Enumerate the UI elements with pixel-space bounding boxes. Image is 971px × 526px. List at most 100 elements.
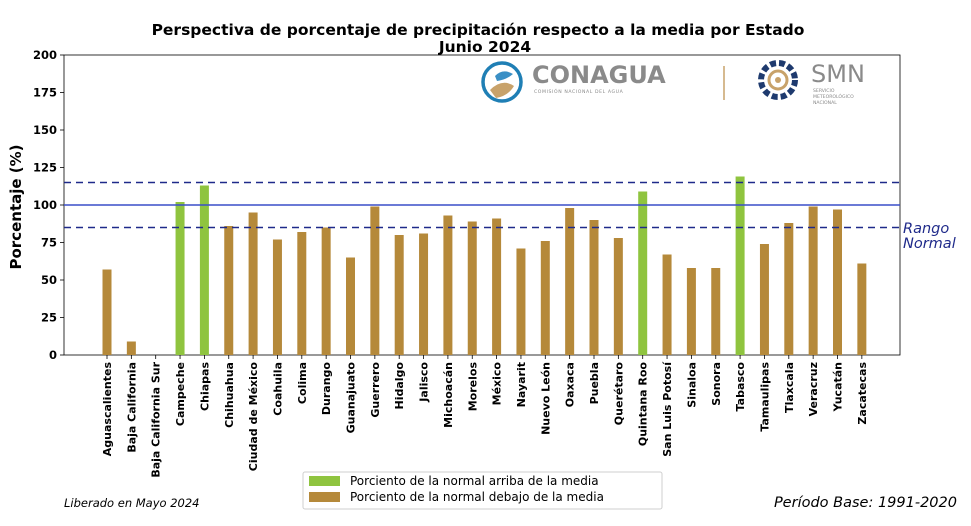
bar [126, 341, 136, 355]
bar [102, 269, 112, 355]
bar [370, 206, 380, 355]
bars [102, 176, 867, 355]
x-tick-label: Zacatecas [856, 362, 869, 425]
x-tick-label: San Luis Potosí [661, 361, 674, 457]
conagua-name: CONAGUA [532, 61, 666, 89]
x-tick-label: Tlaxcala [783, 362, 796, 413]
x-tick-label: Nayarit [515, 362, 528, 407]
bar [711, 268, 721, 355]
bar [346, 257, 355, 355]
bar [638, 191, 648, 355]
smn-subtitle-3: NACIONAL [813, 100, 837, 106]
x-tick-label: Baja California Sur [150, 361, 163, 477]
y-tick-label: 100 [33, 198, 57, 212]
bar [443, 215, 453, 355]
x-tick-label: Coahuila [271, 362, 284, 416]
bar [321, 227, 331, 355]
smn-logo: SMN SERVICIO METEOROLÓGICO NACIONAL [758, 60, 865, 106]
smn-subtitle-2: METEOROLÓGICO [813, 93, 854, 100]
x-tick-label: Jalisco [418, 362, 431, 403]
x-tick-label: Morelos [466, 362, 479, 412]
range-label-line2: Normal [903, 236, 956, 252]
x-tick-label: Tabasco [734, 362, 747, 412]
chart-subtitle: Junio 2024 [438, 38, 532, 56]
smn-emblem-icon [758, 60, 798, 100]
bar [613, 238, 623, 355]
x-tick-label: Chihuahua [223, 362, 236, 428]
bar [419, 233, 429, 355]
x-tick-label: Durango [320, 362, 333, 416]
y-tick-label: 150 [33, 123, 57, 137]
y-tick-label: 175 [33, 86, 57, 100]
x-axis-ticks: Aguascalientes Baja California Baja Califo… [101, 355, 869, 478]
x-tick-label: Aguascalientes [101, 362, 114, 457]
y-tick-label: 75 [41, 236, 57, 250]
y-tick-label: 125 [33, 161, 57, 175]
legend-swatch-above [309, 476, 340, 486]
y-axis-ticks: 0 25 50 75 100 125 150 175 200 [33, 48, 64, 362]
reference-lines [64, 181, 900, 229]
x-tick-label: Tamaulipas [758, 362, 771, 432]
base-period: Período Base: 1991-2020 [774, 495, 957, 511]
chart-title: Perspectiva de porcentaje de precipitaci… [152, 21, 805, 39]
conagua-subtitle: COMISIÓN NACIONAL DEL AGUA [534, 88, 624, 95]
bar [175, 202, 185, 355]
x-tick-label: Guanajuato [345, 362, 358, 434]
legend: Porciento de la normal arriba de la medi… [302, 471, 663, 510]
x-tick-label: Chiapas [198, 362, 211, 411]
y-tick-label: 200 [33, 48, 57, 62]
legend-label-above: Porciento de la normal arriba de la medi… [350, 474, 599, 488]
release-note: Liberado en Mayo 2024 [64, 496, 200, 510]
bar [467, 221, 477, 355]
x-tick-label: Sonora [710, 362, 723, 406]
x-tick-label: Guerrero [369, 362, 382, 418]
x-tick-label: Quintana Roo [637, 362, 650, 447]
y-tick-label: 25 [41, 311, 57, 325]
bar [248, 212, 258, 355]
x-tick-label: Campeche [174, 362, 187, 426]
bar [516, 248, 526, 355]
x-tick-label: Ciudad de México [247, 362, 260, 472]
x-tick-label: México [491, 362, 504, 406]
bar [272, 239, 282, 355]
x-tick-label: Colima [296, 362, 309, 404]
x-tick-label: Oaxaca [564, 362, 577, 407]
conagua-emblem-icon [481, 61, 523, 103]
range-label-line1: Rango [903, 221, 949, 237]
bar [808, 206, 818, 355]
y-axis-label: Porcentaje (%) [7, 144, 25, 269]
bar [540, 241, 550, 355]
smn-name: SMN [811, 60, 865, 88]
bar [199, 185, 209, 355]
bar [394, 235, 404, 355]
legend-label-below: Porciento de la normal debajo de la medi… [350, 490, 604, 504]
x-tick-label: Puebla [588, 362, 601, 404]
legend-swatch-below [309, 492, 340, 502]
bar [492, 218, 502, 355]
bar [784, 223, 794, 355]
x-tick-label: Yucatán [832, 362, 845, 412]
x-tick-label: Michoacán [442, 362, 455, 428]
bar [297, 232, 307, 355]
conagua-logo: CONAGUA COMISIÓN NACIONAL DEL AGUA [481, 61, 725, 103]
x-tick-label: Querétaro [612, 362, 625, 426]
bar [589, 220, 599, 355]
y-tick-label: 0 [49, 348, 57, 362]
legend-box [302, 471, 663, 510]
bar [686, 268, 696, 355]
x-tick-label: Sinaloa [685, 362, 698, 408]
x-tick-label: Nuevo León [539, 362, 552, 435]
bar [224, 226, 234, 355]
x-tick-label: Veracruz [807, 362, 820, 416]
smn-subtitle-1: SERVICIO [813, 88, 835, 94]
bar [759, 244, 769, 355]
y-tick-label: 50 [41, 273, 57, 287]
bar [833, 209, 842, 355]
x-tick-label: Hidalgo [393, 362, 406, 410]
bar [857, 263, 867, 355]
bar [662, 254, 672, 355]
bar [735, 176, 745, 355]
x-tick-label: Baja California [125, 362, 138, 453]
bar [565, 208, 575, 355]
